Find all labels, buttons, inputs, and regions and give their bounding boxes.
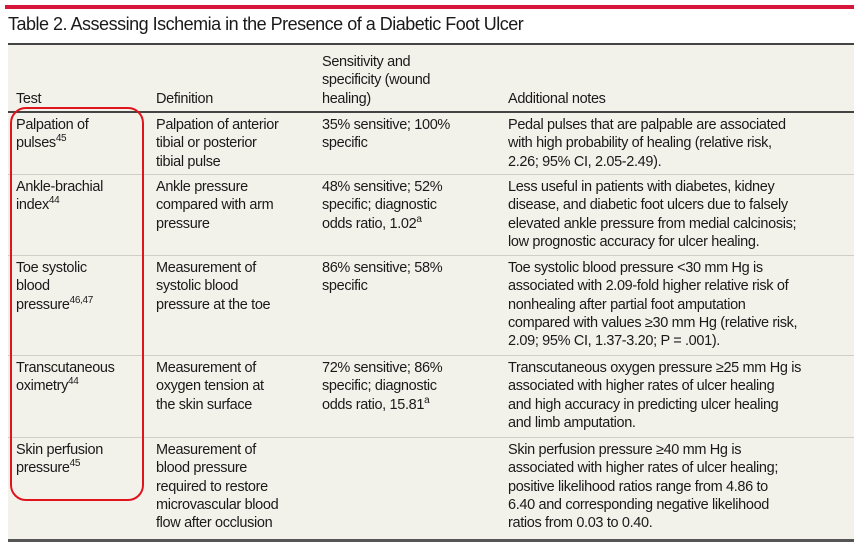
definition-cell: Ankle pressure compared with arm pressure (156, 179, 274, 232)
header-row: Test Definition Sensitivity and specificity… (8, 45, 854, 113)
accent-bar (5, 5, 854, 9)
definition-cell: Measurement of blood pressure required to … (156, 442, 279, 532)
test-cell: Transcutaneous oximetry44 (16, 360, 115, 395)
table-title: Table 2. Assessing Ischemia in the Prese… (8, 14, 524, 34)
test-cell: Ankle-brachial index44 (16, 179, 103, 214)
definition-cell: Measurement of oxygen tension at the skin … (156, 360, 264, 413)
header-test: Test (16, 90, 42, 107)
notes-cell: Skin perfusion pressure ≥40 mm Hg is asso… (508, 442, 779, 532)
table-row: Transcutaneous oximetry44 Measurement of ox… (8, 355, 854, 438)
sensitivity-cell: 86% sensitive; 58% specific (322, 260, 443, 295)
test-cell: Toe systolic blood pressure46,47 (16, 260, 93, 313)
table-row: Skin perfusion pressure45 Measurement of bl… (8, 437, 854, 538)
notes-cell: Toe systolic blood pressure <30 mm Hg is… (508, 260, 798, 350)
notes-cell: Transcutaneous oxygen pressure ≥25 mm Hg… (508, 360, 801, 431)
header-definition: Definition (156, 90, 213, 107)
notes-cell: Less useful in patients with diabetes, k… (508, 179, 797, 250)
sensitivity-cell: 72% sensitive; 86% specific; diagnostic od… (322, 360, 443, 413)
table-row: Ankle-brachial index44 Ankle pressure compa… (8, 174, 854, 256)
table-row: Palpation of pulses45 Palpation of anterio… (8, 113, 854, 174)
header-sensitivity: Sensitivity and specificity (wound healing… (322, 54, 431, 107)
test-column-highlight (10, 107, 144, 501)
table-row: Toe systolic blood pressure46,47 Measuremen… (8, 255, 854, 356)
definition-cell: Palpation of anterior tibial or posterior… (156, 117, 279, 170)
test-cell: Palpation of pulses45 (16, 117, 89, 152)
notes-cell: Pedal pulses that are palpable are assoc… (508, 117, 786, 170)
definition-cell: Measurement of systolic blood pressure at … (156, 260, 271, 313)
sensitivity-cell: 35% sensitive; 100% specific (322, 117, 450, 152)
test-cell: Skin perfusion pressure45 (16, 442, 103, 477)
sensitivity-cell: 48% sensitive; 52% specific; diagnostic od… (322, 179, 443, 232)
header-notes: Additional notes (508, 90, 606, 107)
ischemia-table: Test Definition Sensitivity and specificity… (8, 43, 854, 542)
